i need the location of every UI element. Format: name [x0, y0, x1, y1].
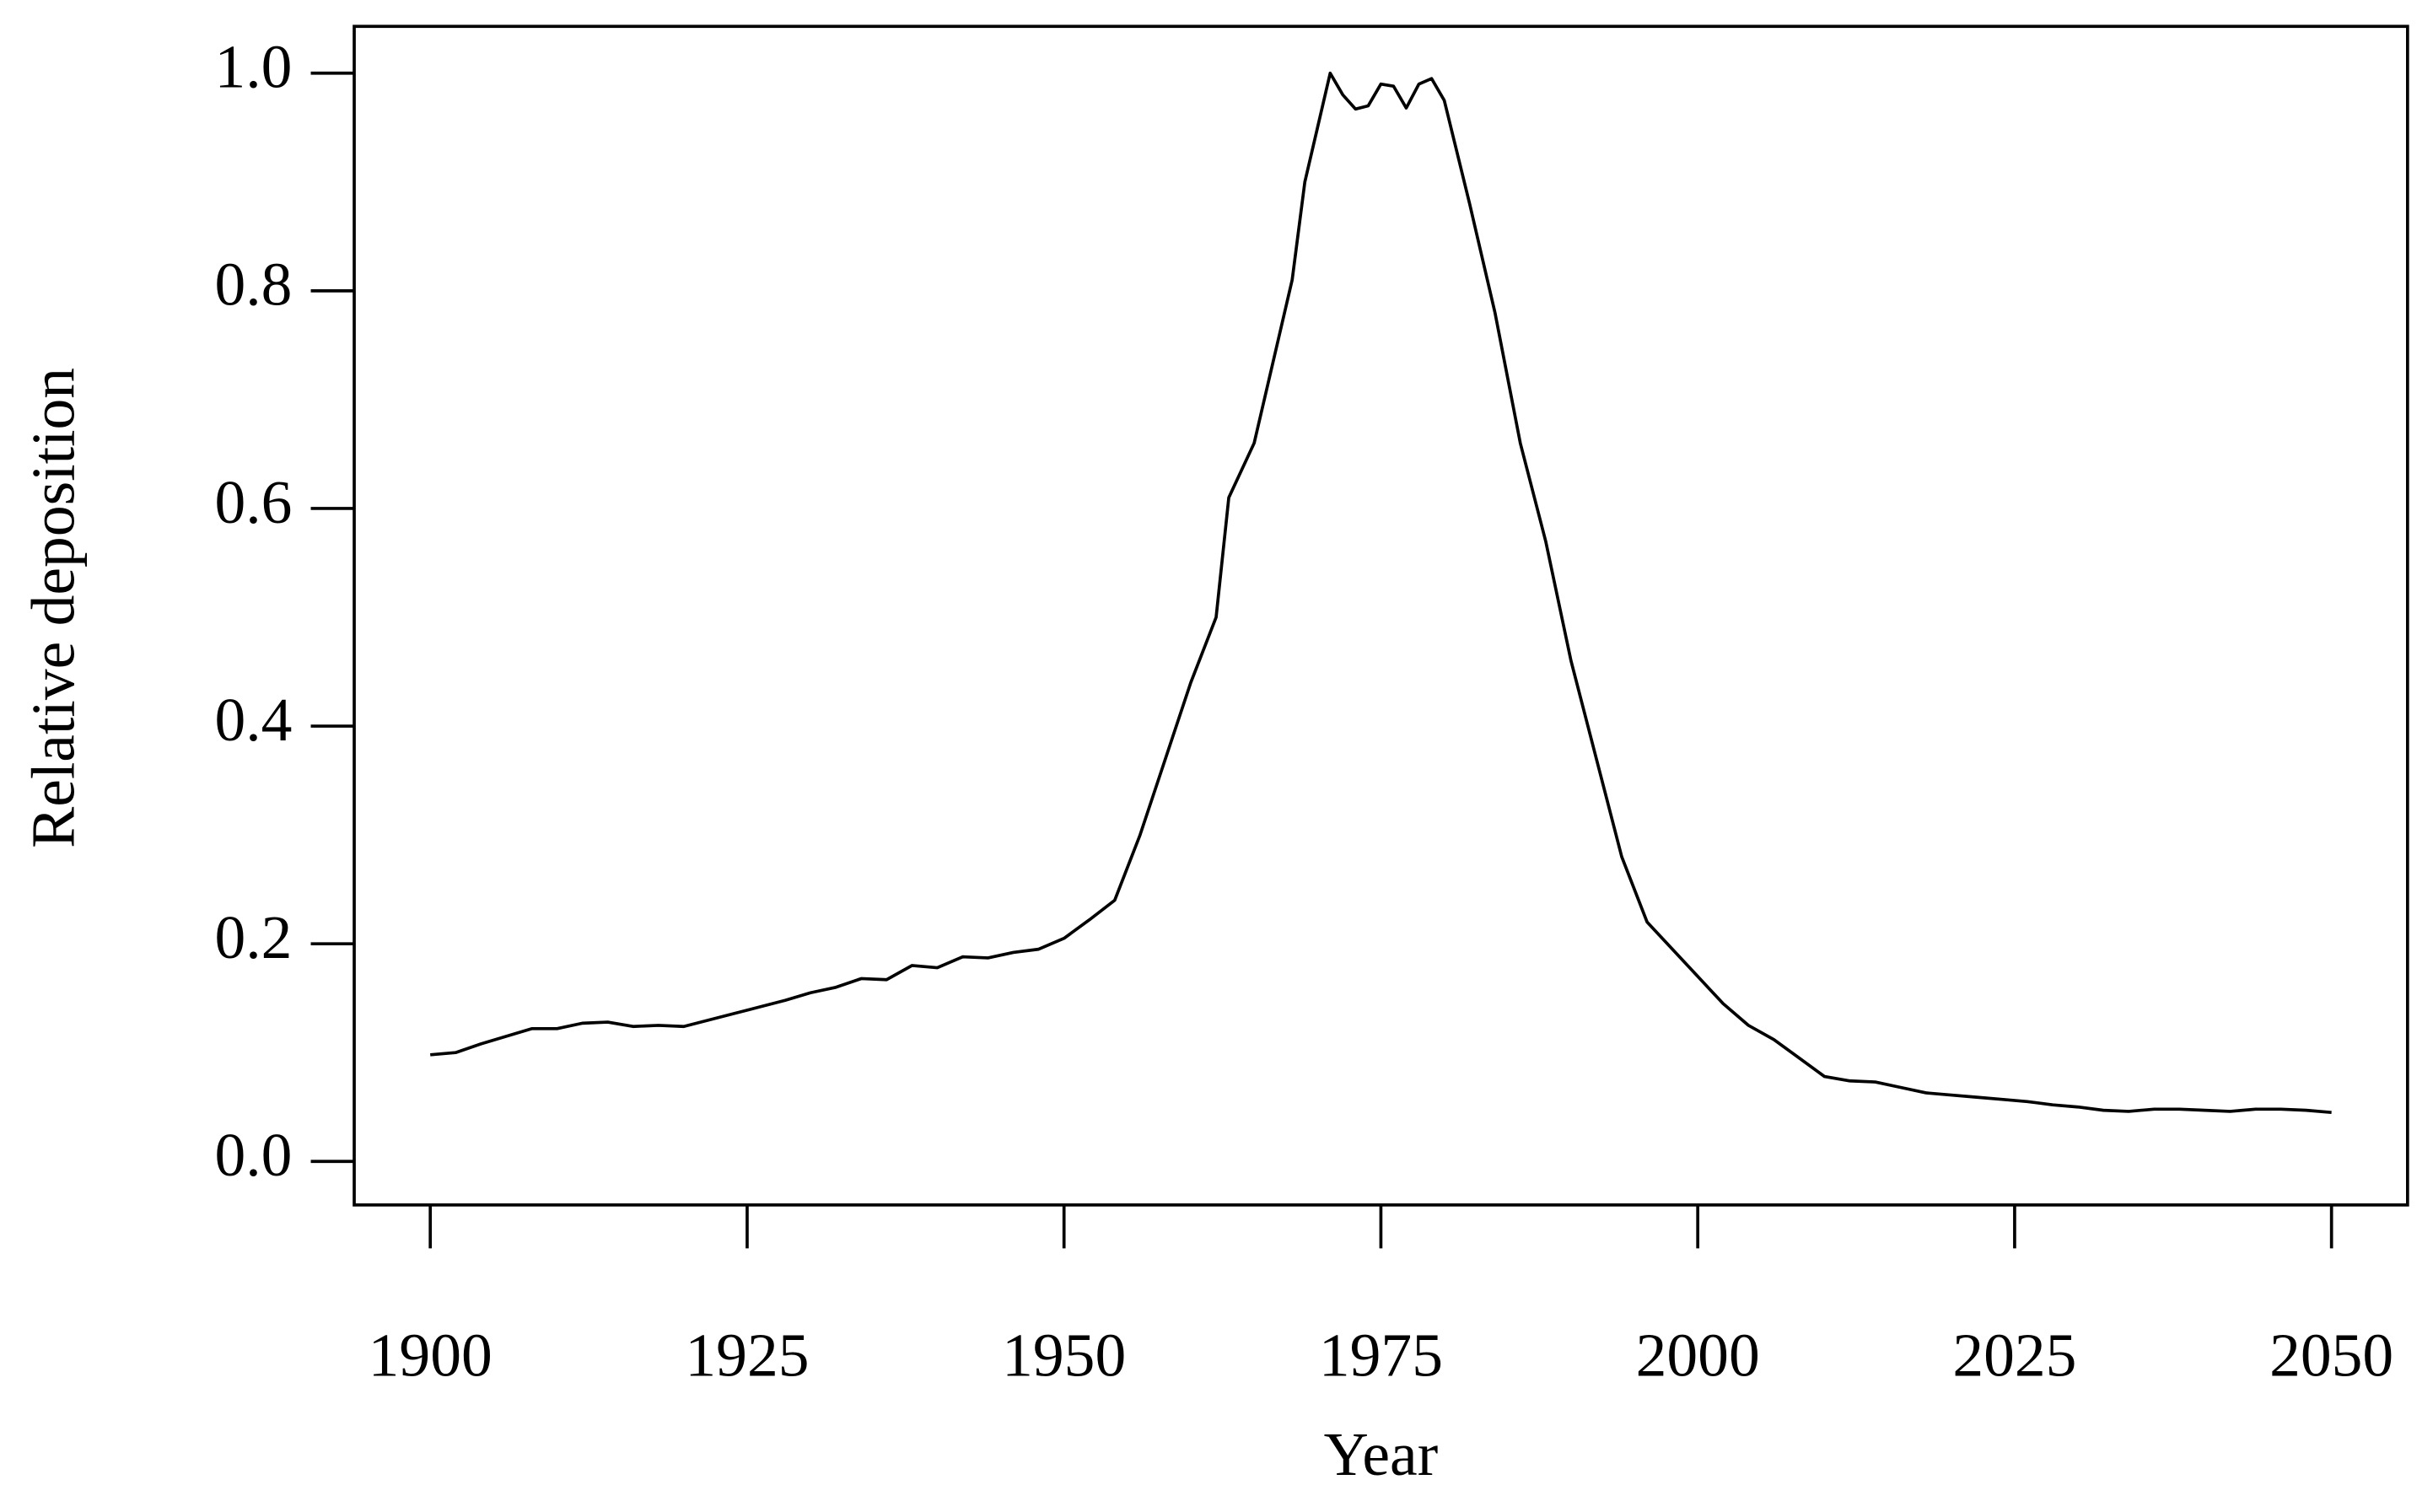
x-tick-label: 2000 [1636, 1320, 1760, 1389]
x-axis-title: Year [1324, 1419, 1439, 1488]
x-tick-label: 1950 [1002, 1320, 1126, 1389]
y-tick-label: 1.0 [215, 32, 293, 101]
x-tick-label: 2050 [2269, 1320, 2393, 1389]
plot-frame [353, 24, 2409, 1207]
y-tick-label: 0.8 [215, 250, 293, 319]
y-tick-label: 0.6 [215, 467, 293, 536]
y-tick-label: 0.2 [215, 902, 293, 971]
x-tick-label: 1975 [1319, 1320, 1443, 1389]
x-tick-label: 1925 [685, 1320, 809, 1389]
y-axis-title: Relative deposition [19, 368, 88, 848]
x-tick-label: 2025 [1952, 1320, 2076, 1389]
y-tick-label: 0.0 [215, 1120, 293, 1189]
x-tick-label: 1900 [369, 1320, 493, 1389]
y-tick-label: 0.4 [215, 685, 293, 754]
data-line [430, 71, 2332, 1115]
